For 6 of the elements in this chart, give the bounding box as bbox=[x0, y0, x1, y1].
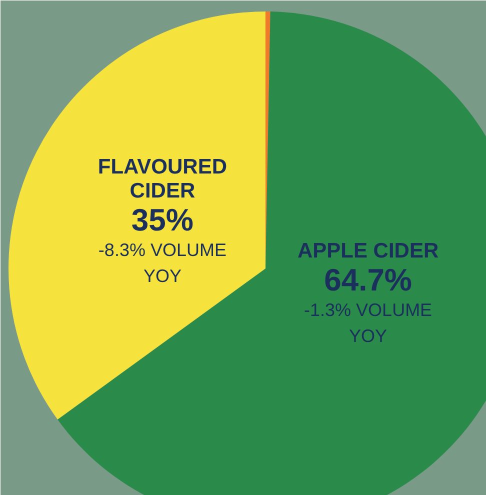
text: -8.3% VOLUME YOY bbox=[98, 240, 226, 286]
slice-label: FLAVOURED CIDER bbox=[98, 155, 228, 202]
data-label: 35% bbox=[131, 202, 194, 238]
data-label: 64.7% bbox=[324, 262, 412, 298]
slice-label: APPLE CIDER bbox=[297, 240, 439, 263]
text: -1.3% VOLUME YOY bbox=[304, 300, 432, 346]
